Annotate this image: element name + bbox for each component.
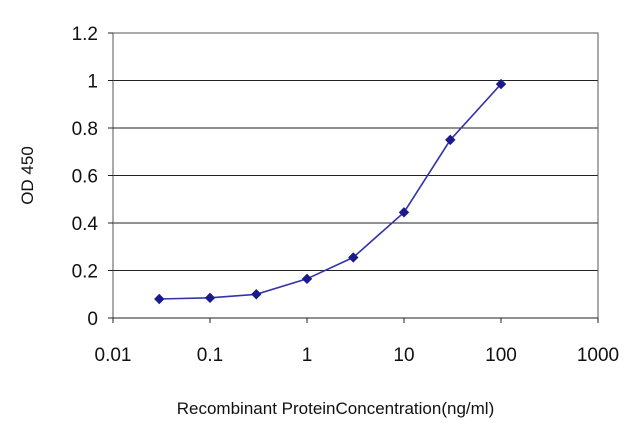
- y-tick-label: 1: [87, 72, 98, 93]
- data-point: [398, 207, 410, 218]
- x-tick-label: 10: [393, 345, 414, 366]
- y-tick-label: 0.2: [72, 262, 98, 283]
- y-tick-label: 0.6: [72, 167, 98, 188]
- data-point: [445, 134, 456, 146]
- x-tick-label: 1000: [577, 345, 619, 366]
- axis-ticks: [108, 32, 599, 323]
- data-point: [495, 78, 507, 90]
- x-tick-label: 100: [485, 345, 517, 366]
- data-point: [154, 293, 165, 305]
- x-tick-label: 1: [302, 345, 313, 366]
- y-tick-label: 1.2: [72, 24, 98, 45]
- y-tick-label: 0.4: [72, 214, 99, 235]
- data-point: [251, 289, 262, 300]
- tick-labels: 0 0.2 0.4 0.6 0.8 1 1.2 0.01 0.1 1 10 100 1000: [72, 24, 620, 366]
- series-layer: [154, 78, 507, 305]
- x-tick-label: 0.1: [197, 345, 223, 366]
- y-tick-label: 0: [87, 309, 98, 330]
- y-tick-label: 0.8: [72, 119, 98, 140]
- x-axis-title: Recombinant ProteinConcentration(ng/ml): [177, 399, 495, 418]
- data-point: [204, 292, 216, 304]
- data-point: [348, 252, 359, 263]
- series-line: [159, 83, 502, 300]
- x-tick-label: 0.01: [95, 345, 132, 366]
- data-point: [301, 273, 313, 285]
- y-axis-title: OD 450: [18, 146, 37, 205]
